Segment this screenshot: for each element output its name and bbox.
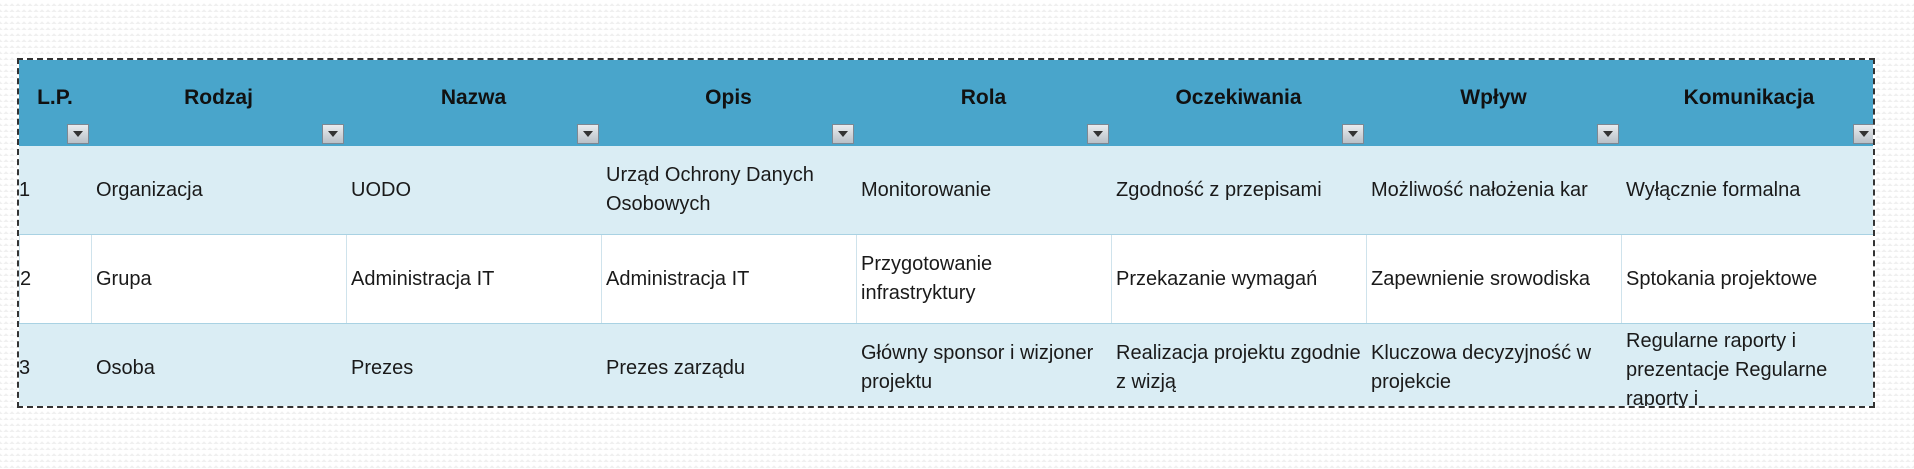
table-header-row: L.P. Rodzaj Nazwa Opis Rola Oczekiwania … xyxy=(19,60,1873,146)
table-row: 2 Grupa Administracja IT Administracja I… xyxy=(19,234,1873,324)
column-header-nazwa: Nazwa xyxy=(346,60,601,146)
table-cell[interactable]: Administracja IT xyxy=(346,235,601,323)
filter-dropdown-button[interactable] xyxy=(1853,124,1873,144)
table-container: L.P. Rodzaj Nazwa Opis Rola Oczekiwania … xyxy=(17,58,1875,408)
chevron-down-icon xyxy=(1859,131,1869,137)
table-cell[interactable]: Główny sponsor i wizjoner projektu xyxy=(861,342,1094,393)
table-cell[interactable]: Monitorowanie xyxy=(861,178,992,201)
filter-dropdown-button[interactable] xyxy=(67,124,89,144)
table-cell[interactable]: 2 xyxy=(19,235,91,323)
table-cell[interactable]: Przekazanie wymagań xyxy=(1111,235,1366,323)
column-header-oczekiwania: Oczekiwania xyxy=(1111,60,1366,146)
table-cell[interactable]: Możliwość nałożenia kar xyxy=(1371,178,1588,201)
filter-dropdown-button[interactable] xyxy=(832,124,854,144)
filter-dropdown-button[interactable] xyxy=(322,124,344,144)
filter-dropdown-button[interactable] xyxy=(1597,124,1619,144)
column-header-rodzaj: Rodzaj xyxy=(91,60,346,146)
column-header-label: L.P. xyxy=(37,86,73,109)
column-header-label: Opis xyxy=(705,86,752,109)
table-cell[interactable]: Zgodność z przepisami xyxy=(1116,178,1322,201)
chevron-down-icon xyxy=(73,131,83,137)
chevron-down-icon xyxy=(328,131,338,137)
table-cell[interactable]: Przygotowanie infrastryktury xyxy=(856,235,1111,323)
filter-dropdown-button[interactable] xyxy=(1342,124,1364,144)
table-cell[interactable]: Sptokania projektowe xyxy=(1621,235,1873,323)
table-cell[interactable]: UODO xyxy=(351,178,411,201)
column-header-komunikacja: Komunikacja xyxy=(1621,60,1873,146)
table-cell[interactable]: Administracja IT xyxy=(601,235,856,323)
table-cell[interactable]: Osoba xyxy=(96,356,155,379)
column-header-lp: L.P. xyxy=(19,60,91,146)
table-cell[interactable]: 1 xyxy=(19,178,31,201)
filter-dropdown-button[interactable] xyxy=(1087,124,1109,144)
table-cell[interactable]: Zapewnienie srowodiska xyxy=(1366,235,1621,323)
column-header-label: Oczekiwania xyxy=(1175,86,1302,109)
column-header-label: Nazwa xyxy=(440,86,507,109)
chevron-down-icon xyxy=(583,131,593,137)
table-row: 3 Osoba Prezes Prezes zarządu Główny spo… xyxy=(19,324,1873,408)
table-cell[interactable]: Organizacja xyxy=(96,178,203,201)
column-header-label: Komunikacja xyxy=(1683,86,1815,109)
table-cell[interactable]: Regularne raporty i prezentacje Regularn… xyxy=(1626,330,1828,408)
column-header-wplyw: Wpływ xyxy=(1366,60,1621,146)
table-cell[interactable]: Prezes zarządu xyxy=(606,356,745,379)
table-cell[interactable]: Prezes xyxy=(351,356,414,379)
column-header-label: Rola xyxy=(960,86,1007,109)
table-cell[interactable]: Realizacja projektu zgodnie z wizją xyxy=(1116,342,1361,393)
table-cell[interactable]: 3 xyxy=(19,356,31,379)
column-header-rola: Rola xyxy=(856,60,1111,146)
filter-dropdown-button[interactable] xyxy=(577,124,599,144)
table-cell[interactable]: Kluczowa decyzyjność w projekcie xyxy=(1371,342,1592,393)
chevron-down-icon xyxy=(1093,131,1103,137)
column-header-label: Wpływ xyxy=(1460,86,1527,109)
chevron-down-icon xyxy=(1348,131,1358,137)
column-header-label: Rodzaj xyxy=(184,86,253,109)
table-cell[interactable]: Grupa xyxy=(91,235,346,323)
table-cell[interactable]: Wyłącznie formalna xyxy=(1626,178,1801,201)
column-header-opis: Opis xyxy=(601,60,856,146)
chevron-down-icon xyxy=(838,131,848,137)
table-cell[interactable]: Urząd Ochrony Danych Osobowych xyxy=(606,164,814,215)
chevron-down-icon xyxy=(1603,131,1613,137)
table-row: 1 Organizacja UODO Urząd Ochrony Danych … xyxy=(19,146,1873,234)
